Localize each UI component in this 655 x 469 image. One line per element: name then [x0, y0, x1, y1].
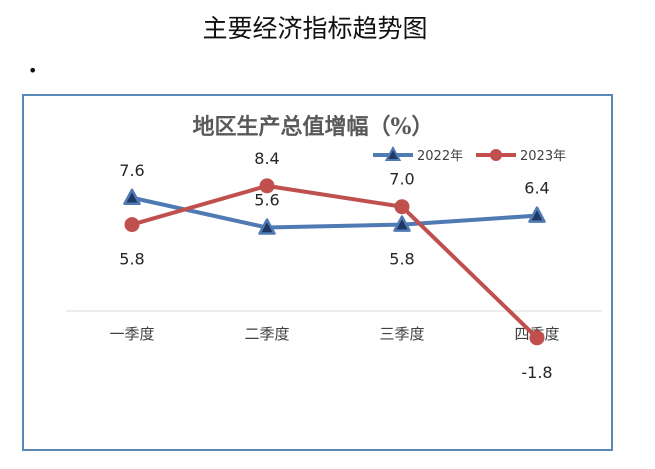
data-label: 7.6	[119, 161, 144, 180]
data-label: 5.8	[119, 250, 144, 269]
data-labels: 7.6 5.6 5.8 6.4 5.8 8.4 7.0 -1.8	[119, 149, 552, 382]
data-label: 6.4	[524, 179, 549, 198]
legend-marker-2	[490, 149, 502, 161]
x-tick-label: 一季度	[109, 325, 154, 343]
data-label: 7.0	[389, 170, 414, 189]
data-label: -1.8	[521, 363, 552, 382]
legend-label-1: 2022年	[417, 149, 463, 164]
data-label: 5.6	[254, 191, 279, 210]
data-point-2	[124, 217, 140, 233]
bullet-marker: •	[28, 61, 38, 80]
series-line-1	[130, 195, 539, 230]
data-point-1	[528, 206, 546, 223]
data-point-2	[394, 199, 410, 215]
series-line-2	[130, 183, 539, 340]
data-point-1	[123, 188, 141, 206]
x-axis-tick-labels: 一季度二季度三季度四季度	[109, 325, 559, 343]
data-point-2	[259, 178, 275, 194]
x-tick-label: 二季度	[244, 325, 289, 343]
x-tick-label: 三季度	[379, 325, 424, 343]
data-label: 5.8	[389, 250, 414, 269]
legend-label-2: 2023年	[520, 149, 566, 164]
legend-marker-1	[384, 145, 402, 161]
legend: 2022年 2023年	[373, 145, 566, 164]
data-label: 8.4	[254, 149, 279, 168]
page-heading: 主要经济指标趋势图	[202, 14, 428, 43]
data-point-1	[393, 215, 411, 232]
series-group	[123, 178, 546, 346]
data-point-2	[529, 330, 545, 346]
chart-title: 地区生产总值增幅（%）	[193, 114, 434, 140]
data-point-1	[258, 218, 276, 235]
